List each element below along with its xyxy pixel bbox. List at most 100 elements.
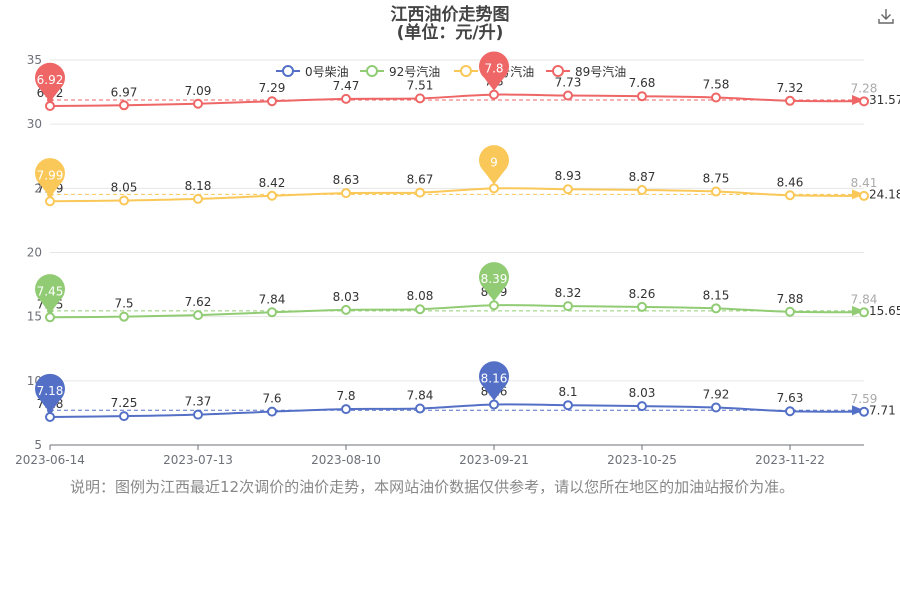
pin-label: 7.99: [37, 168, 64, 182]
data-label: 8.63: [333, 173, 360, 187]
x-tick-label: 2023-09-21: [459, 453, 529, 467]
data-point: [193, 409, 203, 420]
data-point: [859, 406, 869, 417]
data-label: 7.51: [407, 78, 434, 92]
data-label: 7.63: [777, 391, 804, 405]
data-point: [563, 301, 573, 312]
data-point: [785, 190, 795, 201]
legend-item[interactable]: 0号柴油: [276, 65, 349, 79]
pin-label: 7.8: [484, 62, 503, 76]
data-label: 7.84: [259, 292, 286, 306]
average-arrow: [852, 94, 864, 105]
data-point: [341, 93, 351, 104]
data-label: 7.8: [336, 389, 355, 403]
pin-label: 9: [490, 155, 498, 169]
legend-marker: [366, 65, 378, 77]
chart-note: 说明：图例为江西最近12次调价的油价走势，本网站油价数据仅供参考，请以您所在地区…: [70, 478, 795, 496]
y-tick-label: 20: [27, 246, 42, 260]
series-line: [49, 403, 865, 419]
data-point: [45, 412, 55, 423]
pin-shape: [478, 51, 510, 91]
series-line: [49, 93, 865, 107]
data-point: [859, 96, 869, 107]
legend-item[interactable]: 92号汽油: [360, 64, 440, 79]
data-label: 8.26: [629, 287, 656, 301]
data-point: [637, 185, 647, 196]
pin-shape: [35, 274, 65, 314]
data-label: 8.87: [629, 170, 656, 184]
average-arrow: [852, 405, 864, 416]
average-label: 7.71: [869, 403, 896, 417]
data-label: 7.84: [407, 389, 434, 403]
x-tick-label: 2023-11-22: [755, 453, 825, 467]
max-pin: 8.16: [478, 361, 509, 401]
x-tick-label: 2023-08-10: [311, 453, 381, 467]
pin-shape: [478, 361, 509, 401]
data-label: 8.46: [777, 175, 804, 189]
data-label: 8.15: [703, 288, 730, 302]
max-pin: 7.8: [478, 51, 510, 91]
min-pin: 7.99: [35, 158, 65, 198]
data-label: 7.32: [777, 81, 804, 95]
pin-shape: [478, 262, 509, 302]
data-label: 8.18: [185, 179, 212, 193]
pin-shape: [35, 373, 65, 414]
min-pin: 7.45: [35, 274, 65, 314]
data-point: [711, 186, 721, 197]
data-label: 8.67: [407, 173, 434, 187]
data-point: [341, 404, 351, 415]
data-label: 7.25: [111, 396, 138, 410]
y-tick-label: 2: [34, 181, 42, 195]
x-tick-label: 2023-06-14: [15, 453, 85, 467]
data-point: [563, 184, 573, 195]
pin-label: 7.18: [37, 384, 64, 398]
pin-label: 6.92: [37, 73, 64, 87]
data-label: 8.41: [851, 176, 878, 190]
data-point: [415, 93, 425, 104]
series-3: 31.57 6.92 6.97 7.09 7.29 7.47 7.51 7.8 7.73 7.68…: [35, 51, 900, 111]
data-label: 7.58: [703, 77, 730, 91]
data-point: [859, 190, 869, 201]
data-label: 7.5: [114, 297, 133, 311]
data-point: [489, 183, 499, 194]
legend-label: 0号柴油: [305, 65, 349, 79]
download-icon[interactable]: [876, 6, 896, 26]
data-label: 8.32: [555, 286, 582, 300]
average-arrow: [852, 189, 864, 200]
pin-label: 8.39: [481, 272, 508, 286]
data-point: [45, 100, 55, 111]
data-label: 6.97: [111, 85, 138, 99]
data-label: 8.75: [703, 172, 730, 186]
data-point: [45, 196, 55, 207]
average-label: 24.18: [869, 187, 900, 201]
legend-marker: [282, 65, 294, 77]
chart-title: 江西油价走势图: [390, 5, 510, 25]
y-tick-label: 35: [27, 53, 42, 67]
data-point: [489, 89, 499, 100]
min-pin: 7.18: [35, 373, 65, 414]
x-tick-label: 2023-07-13: [163, 453, 233, 467]
legend-label: 92号汽油: [389, 64, 440, 79]
data-label: 7.28: [851, 81, 878, 95]
pin-shape: [35, 62, 65, 102]
data-label: 8.08: [407, 289, 434, 303]
data-point: [267, 406, 277, 417]
data-point: [119, 100, 129, 111]
legend-marker: [552, 65, 564, 77]
data-point: [415, 304, 425, 315]
data-point: [267, 190, 277, 201]
data-label: 7.92: [703, 388, 730, 402]
legend-marker: [460, 65, 472, 77]
pin-shape: [35, 158, 65, 198]
data-label: 8.05: [111, 181, 138, 195]
data-label: 7.6: [262, 392, 281, 406]
data-point: [859, 307, 869, 318]
data-point: [341, 188, 351, 199]
data-label: 8.42: [259, 176, 286, 190]
data-label: 7.73: [555, 76, 582, 90]
legend-item[interactable]: 89号汽油: [546, 64, 626, 79]
series-0: 7.71 7.18 7.25 7.37 7.6 7.8 7.84 8.16 8.1 8.03 7.9…: [35, 361, 896, 423]
data-point: [489, 399, 499, 410]
data-point: [563, 90, 573, 101]
